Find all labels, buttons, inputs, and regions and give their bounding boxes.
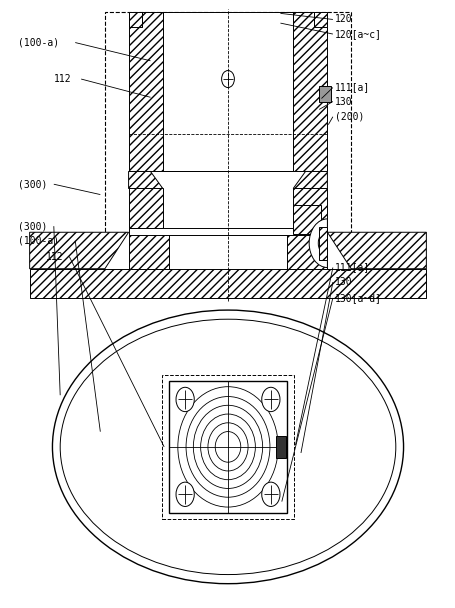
Ellipse shape (52, 310, 403, 584)
Polygon shape (293, 171, 327, 188)
Text: 112: 112 (46, 252, 63, 261)
Text: (100-a): (100-a) (18, 236, 59, 246)
Bar (293, 188, 327, 228)
Bar (169, 381, 286, 513)
Text: 112: 112 (54, 74, 71, 84)
Text: 111[a]: 111[a] (334, 263, 369, 272)
Bar (128, 12, 162, 171)
Bar (275, 436, 285, 458)
Circle shape (176, 387, 194, 412)
Bar (105, 12, 350, 294)
Bar (162, 375, 293, 519)
Polygon shape (30, 232, 128, 269)
Text: 130: 130 (334, 97, 352, 106)
Bar (293, 205, 320, 234)
Bar (293, 12, 327, 171)
Text: (100-a): (100-a) (18, 38, 59, 47)
Bar (128, 228, 327, 235)
Ellipse shape (60, 319, 395, 575)
Bar (313, 12, 327, 27)
Text: 120: 120 (334, 15, 352, 24)
Wedge shape (308, 219, 327, 268)
Bar (128, 232, 168, 269)
Text: 130: 130 (334, 277, 352, 287)
Bar (128, 12, 142, 27)
Bar (318, 86, 330, 102)
Circle shape (261, 482, 279, 506)
Bar (128, 188, 162, 228)
Circle shape (176, 482, 194, 506)
Polygon shape (128, 171, 162, 188)
Bar (318, 227, 327, 260)
Bar (287, 232, 327, 269)
Text: 120[a~c]: 120[a~c] (334, 29, 381, 39)
Text: (300): (300) (18, 179, 47, 189)
Text: 130[a~d]: 130[a~d] (334, 293, 381, 303)
Bar (162, 12, 293, 171)
Text: 111[a]: 111[a] (334, 83, 369, 92)
Circle shape (261, 387, 279, 412)
Bar (30, 269, 425, 298)
Text: (300): (300) (18, 221, 47, 231)
Polygon shape (327, 232, 425, 269)
Text: (200): (200) (334, 112, 364, 122)
